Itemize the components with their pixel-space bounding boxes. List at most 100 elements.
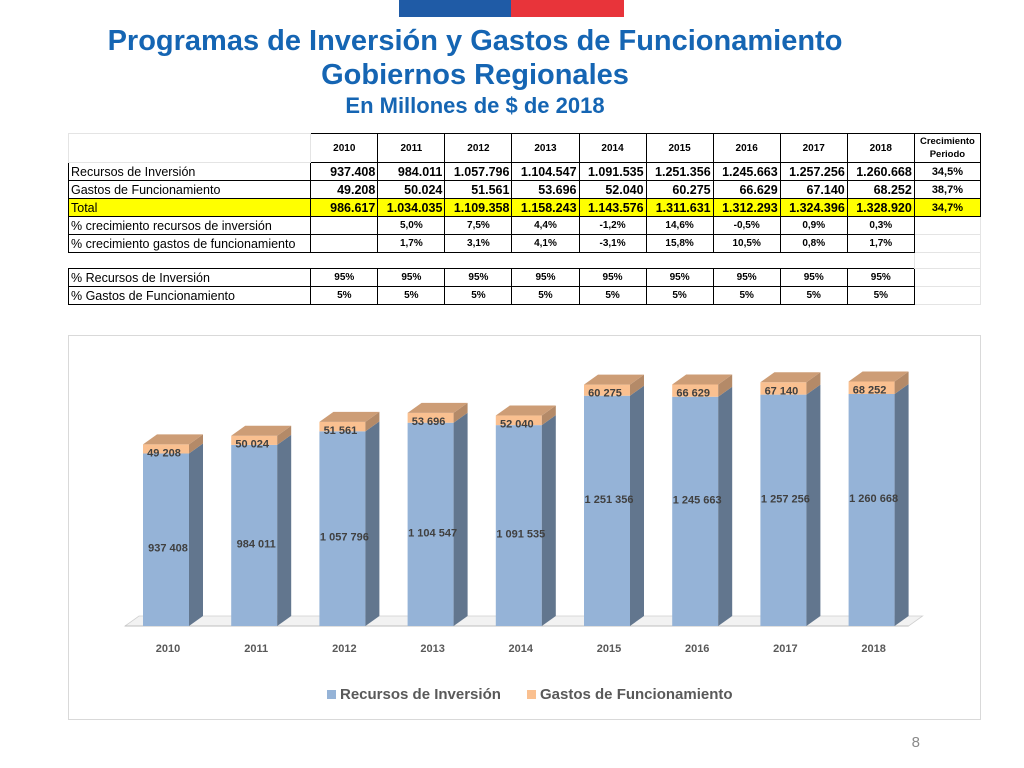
bar-side	[453, 412, 468, 626]
table-cell: 1.034.035	[377, 198, 446, 217]
table-row: Recursos de Inversión 937.408 984.011 1.057…	[67, 162, 982, 181]
table-cell: 1.143.576	[578, 198, 647, 217]
table-spacer-row	[69, 252, 982, 269]
table-cell: 5%	[645, 286, 714, 305]
bar-gastos-funcionamiento	[231, 435, 278, 445]
year-header: 2013	[511, 133, 580, 163]
bar-side	[277, 425, 292, 445]
bar-side	[806, 372, 821, 395]
table-cell: 1.057.796	[444, 162, 513, 181]
legend-swatch	[527, 690, 536, 699]
bar-side	[541, 405, 556, 426]
table-cell: 1.257.256	[779, 162, 848, 181]
bar-gastos-funcionamiento	[495, 415, 542, 426]
row-label: Recursos de Inversión	[67, 162, 312, 181]
table-cell: 5%	[578, 286, 647, 305]
data-table: 2010 2011 2012 2013 2014 2015 2016 2017 2018 Crec…	[67, 133, 982, 305]
x-tick-label: 2014	[509, 643, 534, 655]
row-label: Gastos de Funcionamiento	[67, 180, 312, 199]
table-cell: 95%	[444, 268, 513, 287]
data-label: 1 057 796	[320, 532, 369, 544]
x-tick-label: 2016	[685, 643, 709, 655]
stacked-bar-chart: 937 408 49 208 2010 984 011 50 024 2011 1 057 …	[123, 371, 924, 703]
bar-recursos-inversion	[319, 431, 366, 626]
table-cell: 53.696	[511, 180, 580, 199]
title-block: Programas de Inversión y Gastos de Funci…	[0, 24, 950, 120]
table-corner-cell	[67, 133, 312, 163]
table-cell: 95%	[846, 268, 915, 287]
table-cell: 4,4%	[511, 216, 580, 235]
bar-recursos-inversion	[848, 394, 895, 626]
table-cell: 1.245.663	[712, 162, 781, 181]
x-tick-label: 2010	[156, 643, 180, 655]
table-cell: 95%	[377, 268, 446, 287]
bar-side	[277, 434, 292, 626]
table-cell: 937.408	[310, 162, 379, 181]
data-label: 1 260 668	[849, 493, 898, 505]
year-header: 2015	[645, 133, 714, 163]
table-cell: 5%	[846, 286, 915, 305]
x-tick-label: 2013	[420, 643, 444, 655]
bar-side	[189, 434, 203, 454]
year-header: 2014	[578, 133, 647, 163]
bar-top	[760, 372, 821, 383]
flag-blue-stripe	[399, 0, 511, 17]
table-cell: -0,5%	[712, 216, 781, 235]
table-cell: 95%	[511, 268, 580, 287]
bar-side	[365, 421, 380, 626]
table-row: Gastos de Funcionamiento 49.208 50.024 51.5…	[67, 180, 982, 199]
year-header: 2017	[779, 133, 848, 163]
page-number: 8	[911, 734, 920, 751]
table-cell: 50.024	[377, 180, 446, 199]
bar-gastos-funcionamiento	[584, 384, 630, 396]
table-cell: 0,3%	[846, 216, 915, 235]
table-cell: 5%	[310, 286, 379, 305]
legend-label: Gastos de Funcionamiento	[540, 686, 733, 703]
empty-growth-cell	[913, 286, 982, 305]
table-cell: 5,0%	[377, 216, 446, 235]
legend-label: Recursos de Inversión	[340, 686, 501, 703]
bar-gastos-funcionamiento	[319, 421, 366, 432]
x-tick-label: 2011	[244, 643, 268, 655]
year-header: 2012	[444, 133, 513, 163]
bar-recursos-inversion	[231, 444, 278, 626]
chart-frame: 937 408 49 208 2010 984 011 50 024 2011 1 057 …	[68, 335, 981, 720]
table-cell: -3,1%	[578, 234, 647, 253]
table-cell: 49.208	[310, 180, 379, 199]
table-cell: 1.251.356	[645, 162, 714, 181]
table-cell: 1,7%	[846, 234, 915, 253]
bar-gastos-funcionamiento	[672, 384, 719, 397]
table-cell: 95%	[578, 268, 647, 287]
table-cell: 1.104.547	[511, 162, 580, 181]
bar-side	[806, 384, 821, 626]
bar-top	[672, 374, 733, 385]
x-tick-label: 2012	[332, 643, 356, 655]
table-cell: 1.328.920	[846, 198, 915, 217]
bar-top	[584, 374, 644, 385]
data-label: 51 561	[324, 425, 358, 437]
bar-side	[630, 374, 644, 396]
table-cell: 5%	[712, 286, 781, 305]
row-label: % crecimiento recursos de inversión	[67, 216, 312, 235]
growth-cell: 34,7%	[913, 198, 982, 217]
table-cell: 1.091.535	[578, 162, 647, 181]
row-label: % crecimiento gastos de funcionamiento	[67, 234, 312, 253]
data-label: 1 245 663	[673, 494, 722, 506]
data-label: 1 251 356	[585, 494, 634, 506]
table-cell: 1.324.396	[779, 198, 848, 217]
table-header-row: 2010 2011 2012 2013 2014 2015 2016 2017 2018 Crec…	[67, 133, 982, 163]
table-cell: 67.140	[779, 180, 848, 199]
bar-side	[453, 402, 468, 423]
data-label: 1 104 547	[408, 527, 457, 539]
x-tick-label: 2015	[597, 643, 621, 655]
year-header: 2016	[712, 133, 781, 163]
table-cell: 95%	[712, 268, 781, 287]
table-cell: 0,9%	[779, 216, 848, 235]
table-cell: 1.260.668	[846, 162, 915, 181]
table-cell: 986.617	[310, 198, 379, 217]
empty-growth-cell	[913, 216, 982, 235]
data-label: 52 040	[500, 419, 534, 431]
table-cell: 5%	[779, 286, 848, 305]
table-cell: 4,1%	[511, 234, 580, 253]
table-row: % crecimiento gastos de funcionamiento 1,…	[67, 234, 982, 253]
